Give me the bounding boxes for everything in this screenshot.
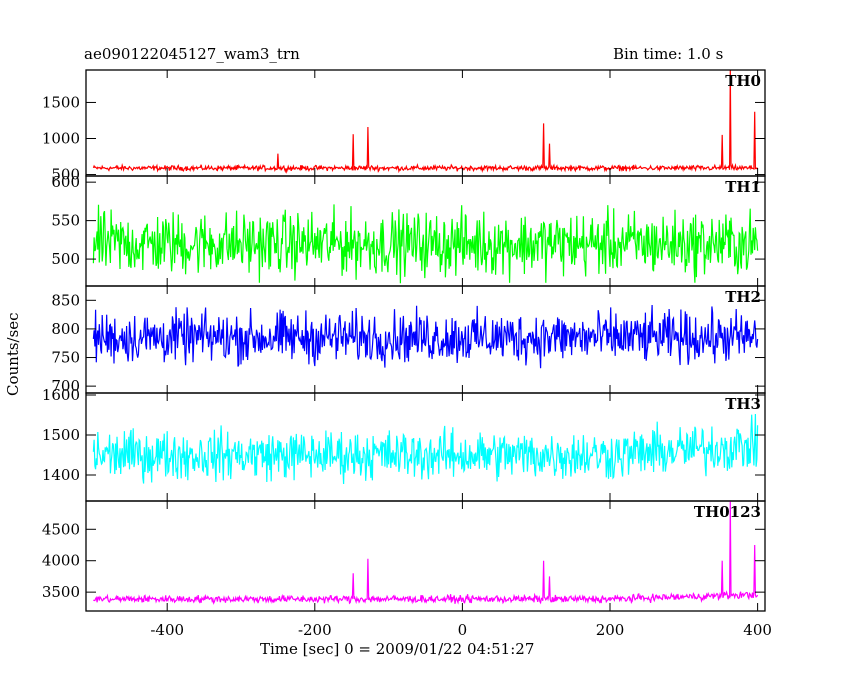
y-axis-label: Counts/sec bbox=[4, 312, 22, 396]
x-tick-label: 0 bbox=[458, 621, 468, 639]
y-tick-label: 1400 bbox=[42, 466, 80, 484]
series-line-th2 bbox=[92, 304, 759, 369]
panel-frame bbox=[85, 69, 766, 177]
x-tick-label: 200 bbox=[596, 621, 625, 639]
x-tick-label: -200 bbox=[298, 621, 332, 639]
series-line-th3 bbox=[92, 413, 759, 485]
panel-frame bbox=[85, 392, 766, 502]
x-axis-label: Time [sec] 0 = 2009/01/22 04:51:27 bbox=[260, 640, 535, 658]
y-tick-label: 1600 bbox=[42, 386, 80, 404]
y-tick-label: 750 bbox=[51, 349, 80, 367]
y-tick-label: 1500 bbox=[42, 426, 80, 444]
panel-label: TH0 bbox=[725, 72, 761, 90]
panel-label: TH1 bbox=[725, 178, 761, 196]
panel-th0123: 3500 4000 4500 TH0123 bbox=[42, 500, 766, 612]
series-line-th0123 bbox=[93, 500, 759, 605]
y-tick-label: 500 bbox=[51, 166, 80, 184]
y-tick-label: 1000 bbox=[42, 130, 80, 148]
panel-th0: 500 1000 1500 TH0 bbox=[42, 69, 766, 184]
y-tick-label: 800 bbox=[51, 320, 80, 338]
panel-label: TH3 bbox=[725, 395, 761, 413]
y-tick-label: 4500 bbox=[42, 520, 80, 538]
x-tick-label: 400 bbox=[743, 621, 772, 639]
y-tick-label: 600 bbox=[51, 173, 80, 191]
series-line-th0 bbox=[92, 69, 759, 174]
x-tick-label: -400 bbox=[150, 621, 184, 639]
y-tick-label: 4000 bbox=[42, 552, 80, 570]
y-tick-label: 3500 bbox=[42, 583, 80, 601]
y-tick-label: 1500 bbox=[42, 93, 80, 111]
panel-th1: 500 550 600 TH1 bbox=[51, 173, 766, 287]
panel-frame bbox=[85, 500, 766, 612]
series-line-th1 bbox=[92, 204, 759, 284]
panel-th2: 700 750 800 850 TH2 bbox=[51, 285, 766, 395]
chart-title-left: ae090122045127_wam3_trn bbox=[84, 45, 300, 63]
y-tick-label: 550 bbox=[51, 212, 80, 230]
panel-label: TH0123 bbox=[694, 503, 761, 521]
y-tick-label: 850 bbox=[51, 291, 80, 309]
chart-title-right: Bin time: 1.0 s bbox=[613, 45, 724, 63]
panel-th3: 1400 1500 1600 TH3 bbox=[42, 386, 766, 502]
panel-label: TH2 bbox=[725, 288, 761, 306]
y-tick-label: 500 bbox=[51, 250, 80, 268]
y-tick-label: 700 bbox=[51, 377, 80, 395]
